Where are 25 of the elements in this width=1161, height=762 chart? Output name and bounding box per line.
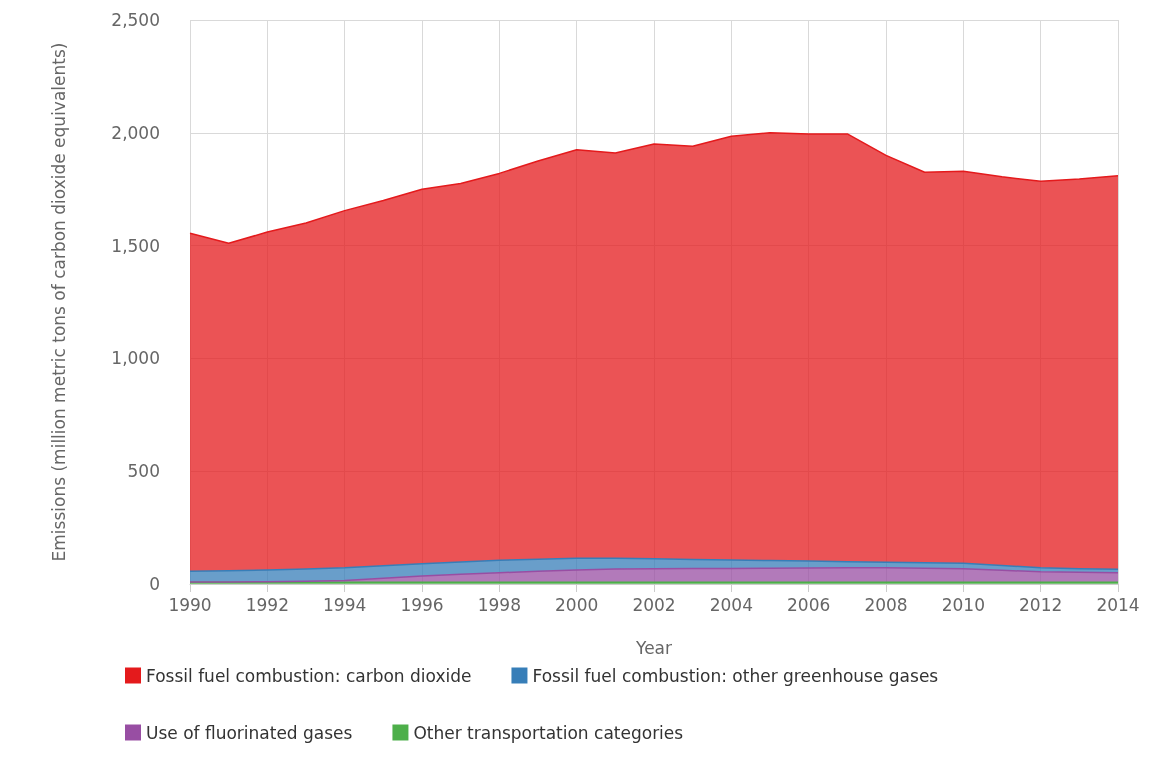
- legend-label: Fossil fuel combustion: other greenhouse gases: [532, 665, 939, 686]
- x-tick-label: 2010: [941, 594, 985, 615]
- x-tick-label: 1992: [245, 594, 289, 615]
- x-tick-label: 2000: [555, 594, 599, 615]
- x-tick-label: 2002: [632, 594, 676, 615]
- y-tick-label: 1,000: [111, 348, 160, 369]
- x-tick-label: 2008: [864, 594, 908, 615]
- legend-label: Use of fluorinated gases: [146, 722, 353, 743]
- x-tick-label: 1994: [323, 594, 367, 615]
- legend-label: Other transportation categories: [413, 722, 684, 743]
- x-tick-label: 2004: [709, 594, 753, 615]
- y-tick-label: 2,500: [111, 10, 160, 30]
- x-tick-label: 2006: [787, 594, 831, 615]
- y-axis-title: Emissions (million metric tons of carbon dioxide equivalents): [49, 42, 69, 562]
- x-tick-label: 1990: [168, 594, 212, 615]
- x-tick-label: 2014: [1096, 594, 1140, 615]
- y-tick-label: 0: [149, 574, 160, 594]
- x-tick-label: 1996: [400, 594, 444, 615]
- x-tick-label: 1998: [477, 594, 521, 615]
- y-tick-label: 1,500: [111, 235, 160, 256]
- x-tick-label: 2012: [1019, 594, 1063, 615]
- y-tick-label: 500: [127, 461, 160, 482]
- x-axis-title: Year: [635, 637, 672, 658]
- legend-label: Fossil fuel combustion: carbon dioxide: [146, 665, 472, 686]
- y-tick-label: 2,000: [111, 122, 160, 143]
